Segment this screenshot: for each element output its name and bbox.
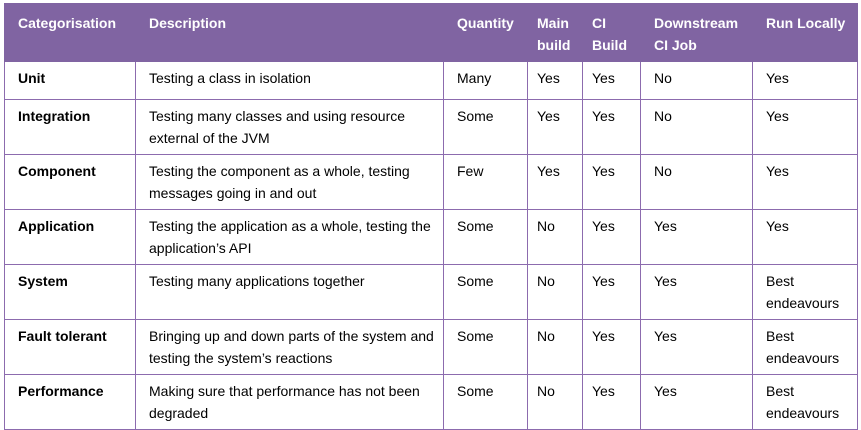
column-header-categorisation: Categorisation xyxy=(4,3,136,62)
cell-ci-build: Yes xyxy=(582,374,641,430)
cell-ci-build: Yes xyxy=(582,209,641,265)
cell-run-locally: Best endeavours xyxy=(752,264,858,320)
cell-categorisation: Unit xyxy=(4,61,136,100)
cell-quantity: Some xyxy=(443,374,528,430)
cell-main-build: No xyxy=(527,264,583,320)
cell-quantity: Some xyxy=(443,264,528,320)
table-row: Integration Testing many classes and usin… xyxy=(4,99,858,155)
table-row: Performance Making sure that performance … xyxy=(4,374,858,430)
cell-ci-build: Yes xyxy=(582,319,641,375)
cell-categorisation: Performance xyxy=(4,374,136,430)
cell-main-build: No xyxy=(527,319,583,375)
cell-main-build: No xyxy=(527,374,583,430)
cell-ci-build: Yes xyxy=(582,264,641,320)
cell-description: Testing the application as a whole, test… xyxy=(135,209,444,265)
test-categorisation-table: Categorisation Description Quantity Main bu… xyxy=(4,3,858,430)
cell-run-locally: Yes xyxy=(752,61,858,100)
cell-main-build: Yes xyxy=(527,61,583,100)
cell-description: Bringing up and down parts of the system… xyxy=(135,319,444,375)
cell-main-build: Yes xyxy=(527,99,583,155)
cell-run-locally: Best endeavours xyxy=(752,319,858,375)
table-row: Application Testing the application as a … xyxy=(4,209,858,265)
cell-run-locally: Yes xyxy=(752,154,858,210)
column-header-run-locally: Run Locally xyxy=(752,3,858,62)
cell-downstream-ci-job: No xyxy=(640,99,753,155)
cell-ci-build: Yes xyxy=(582,99,641,155)
cell-downstream-ci-job: No xyxy=(640,154,753,210)
column-header-description: Description xyxy=(135,3,444,62)
cell-ci-build: Yes xyxy=(582,154,641,210)
cell-quantity: Some xyxy=(443,99,528,155)
column-header-main-build: Main build xyxy=(527,3,583,62)
cell-downstream-ci-job: Yes xyxy=(640,319,753,375)
cell-quantity: Some xyxy=(443,209,528,265)
table-header: Categorisation Description Quantity Main bu… xyxy=(4,3,858,62)
cell-ci-build: Yes xyxy=(582,61,641,100)
cell-categorisation: Fault tolerant xyxy=(4,319,136,375)
column-header-quantity: Quantity xyxy=(443,3,528,62)
table-row: System Testing many applications together… xyxy=(4,264,858,320)
cell-run-locally: Best endeavours xyxy=(752,374,858,430)
cell-description: Testing many applications together xyxy=(135,264,444,320)
table-body: Unit Testing a class in isolation Many Yes Y… xyxy=(4,61,858,430)
cell-description: Testing the component as a whole, testin… xyxy=(135,154,444,210)
cell-downstream-ci-job: Yes xyxy=(640,264,753,320)
cell-description: Testing a class in isolation xyxy=(135,61,444,100)
cell-main-build: Yes xyxy=(527,154,583,210)
cell-categorisation: Integration xyxy=(4,99,136,155)
cell-categorisation: System xyxy=(4,264,136,320)
cell-quantity: Some xyxy=(443,319,528,375)
cell-categorisation: Component xyxy=(4,154,136,210)
column-header-downstream-ci-job: Downstream CI Job xyxy=(640,3,753,62)
table-row: Component Testing the component as a whol… xyxy=(4,154,858,210)
header-row: Categorisation Description Quantity Main bu… xyxy=(4,3,858,62)
cell-description: Making sure that performance has not bee… xyxy=(135,374,444,430)
cell-downstream-ci-job: No xyxy=(640,61,753,100)
cell-downstream-ci-job: Yes xyxy=(640,374,753,430)
cell-main-build: No xyxy=(527,209,583,265)
column-header-ci-build: CI Build xyxy=(582,3,641,62)
table-row: Fault tolerant Bringing up and down parts… xyxy=(4,319,858,375)
table-row: Unit Testing a class in isolation Many Yes Y… xyxy=(4,61,858,100)
cell-categorisation: Application xyxy=(4,209,136,265)
cell-description: Testing many classes and using resource … xyxy=(135,99,444,155)
cell-quantity: Few xyxy=(443,154,528,210)
cell-downstream-ci-job: Yes xyxy=(640,209,753,265)
cell-run-locally: Yes xyxy=(752,209,858,265)
cell-run-locally: Yes xyxy=(752,99,858,155)
cell-quantity: Many xyxy=(443,61,528,100)
